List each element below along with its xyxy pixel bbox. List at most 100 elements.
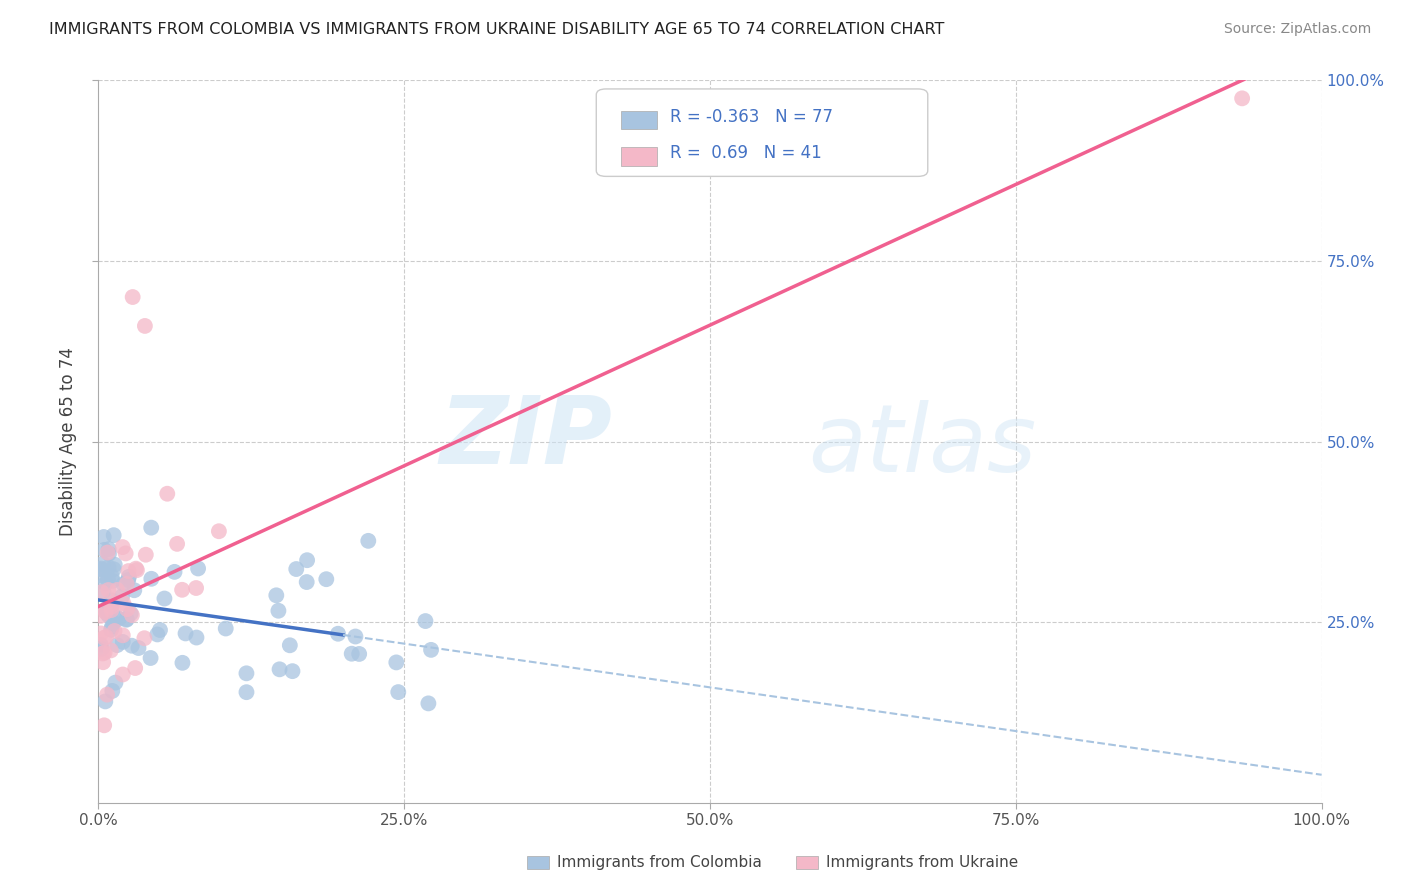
Point — [172, 582, 194, 597]
Point — [103, 624, 125, 638]
Point — [97, 582, 120, 597]
FancyBboxPatch shape — [620, 147, 658, 166]
Y-axis label: Disability Age 65 to 74: Disability Age 65 to 74 — [59, 347, 77, 536]
Point — [187, 561, 209, 575]
Point — [105, 638, 128, 652]
Point — [347, 647, 370, 661]
Point — [105, 582, 128, 597]
Point — [93, 530, 115, 544]
Point — [96, 688, 118, 702]
Point — [174, 626, 197, 640]
Point — [103, 528, 125, 542]
Point — [418, 697, 440, 711]
Text: IMMIGRANTS FROM COLOMBIA VS IMMIGRANTS FROM UKRAINE DISABILITY AGE 65 TO 74 CORR: IMMIGRANTS FROM COLOMBIA VS IMMIGRANTS F… — [49, 22, 945, 37]
Point — [149, 623, 172, 637]
Point — [117, 564, 139, 578]
Point — [96, 606, 118, 620]
Point — [235, 685, 257, 699]
Point — [94, 694, 117, 708]
Point — [90, 638, 112, 652]
FancyBboxPatch shape — [620, 111, 658, 129]
Point — [111, 635, 134, 649]
Point — [357, 533, 380, 548]
Point — [90, 626, 112, 640]
Point — [166, 537, 188, 551]
Point — [135, 548, 157, 562]
Point — [385, 656, 408, 670]
Point — [91, 647, 114, 661]
Point — [93, 584, 115, 599]
Point — [111, 667, 134, 681]
Point — [141, 521, 163, 535]
Point — [103, 615, 125, 630]
Point — [90, 562, 112, 576]
Point — [115, 602, 138, 616]
Point — [1230, 91, 1253, 105]
Point — [125, 562, 148, 576]
Point — [100, 603, 122, 617]
Point — [94, 630, 117, 644]
Point — [114, 546, 136, 560]
Point — [93, 631, 115, 645]
Point — [93, 542, 115, 557]
Point — [94, 605, 117, 619]
Point — [101, 619, 124, 633]
Point — [120, 607, 142, 621]
Point — [420, 643, 443, 657]
Point — [122, 583, 145, 598]
Point — [90, 561, 112, 575]
Point — [115, 577, 138, 591]
Point — [235, 666, 257, 681]
Point — [100, 593, 122, 607]
Point — [107, 612, 129, 626]
Point — [94, 576, 117, 591]
Point — [115, 612, 138, 626]
Point — [340, 647, 363, 661]
Point — [156, 487, 179, 501]
Point — [117, 573, 139, 587]
Text: R =  0.69   N = 41: R = 0.69 N = 41 — [669, 145, 821, 162]
Point — [141, 572, 163, 586]
Point — [90, 568, 112, 582]
Point — [97, 560, 120, 574]
Point — [121, 639, 143, 653]
Point — [127, 640, 149, 655]
Point — [93, 646, 115, 660]
Point — [97, 608, 120, 623]
Point — [172, 656, 194, 670]
Text: R = -0.363   N = 77: R = -0.363 N = 77 — [669, 108, 832, 126]
Point — [97, 542, 120, 557]
Point — [90, 641, 112, 656]
Point — [344, 630, 367, 644]
Point — [281, 664, 304, 678]
Point — [111, 540, 134, 554]
Point — [91, 655, 114, 669]
Point — [98, 547, 121, 561]
Point — [104, 558, 127, 572]
Point — [415, 614, 437, 628]
Point — [111, 590, 134, 604]
FancyBboxPatch shape — [526, 856, 548, 870]
Point — [269, 662, 291, 676]
Text: Immigrants from Ukraine: Immigrants from Ukraine — [827, 855, 1018, 871]
Point — [295, 575, 318, 590]
Point — [111, 628, 134, 642]
Point — [104, 609, 127, 624]
Point — [104, 675, 127, 690]
Point — [96, 545, 118, 559]
Point — [115, 613, 138, 627]
Point — [103, 596, 125, 610]
Text: Source: ZipAtlas.com: Source: ZipAtlas.com — [1223, 22, 1371, 37]
Point — [153, 591, 176, 606]
Point — [93, 718, 115, 732]
Point — [100, 569, 122, 583]
Point — [103, 562, 125, 576]
Point — [100, 623, 122, 637]
Text: atlas: atlas — [808, 400, 1036, 491]
Point — [112, 577, 135, 591]
Point — [91, 557, 114, 571]
Point — [101, 684, 124, 698]
Point — [124, 661, 146, 675]
FancyBboxPatch shape — [596, 89, 928, 177]
Point — [100, 643, 122, 657]
